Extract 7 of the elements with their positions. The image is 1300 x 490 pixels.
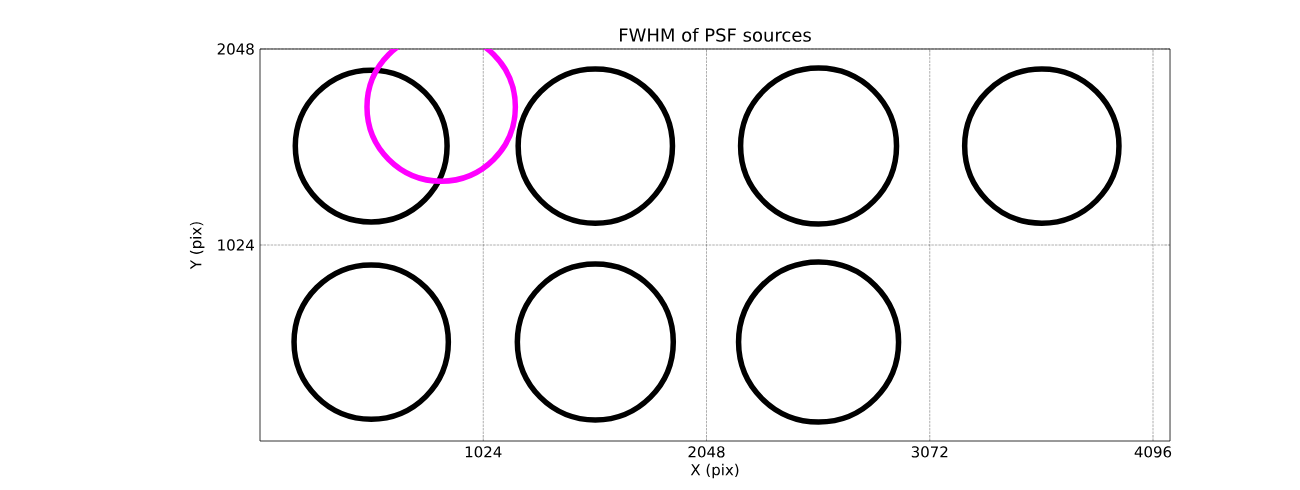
x-axis-title: X (pix) [690, 463, 739, 479]
x-tick-label: 1024 [465, 446, 502, 458]
x-tick-label: 3072 [911, 446, 948, 458]
x-tick-label: 4096 [1134, 446, 1172, 458]
y-axis-title: Y (pix) [189, 222, 205, 270]
x-tick-label: 2048 [688, 446, 725, 458]
chart-title: FWHM of PSF sources [620, 27, 811, 42]
